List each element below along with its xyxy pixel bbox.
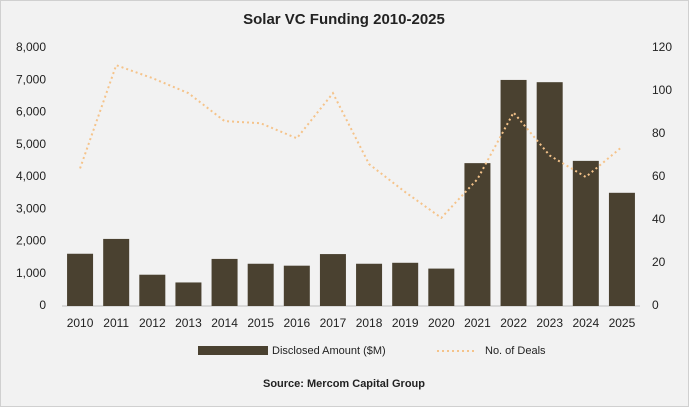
- x-tick-label: 2011: [103, 316, 129, 330]
- x-tick-label: 2015: [247, 316, 274, 330]
- bar: [464, 163, 491, 306]
- x-tick-label: 2010: [67, 316, 94, 330]
- y2-tick-label: 0: [652, 298, 659, 312]
- y2-tick-label: 80: [652, 126, 666, 140]
- bar: [572, 160, 599, 306]
- x-tick-label: 2024: [572, 316, 599, 330]
- legend-label: Disclosed Amount ($M): [272, 345, 386, 357]
- legend-label: No. of Deals: [485, 345, 546, 357]
- bar: [247, 263, 274, 306]
- y-tick-label: 6,000: [16, 105, 46, 119]
- bar: [67, 253, 94, 306]
- bar: [392, 262, 419, 306]
- x-tick-label: 2012: [139, 316, 166, 330]
- bar: [500, 79, 527, 307]
- y-tick-label: 2,000: [16, 234, 46, 248]
- bar: [428, 268, 455, 306]
- x-tick-label: 2025: [609, 316, 636, 330]
- bar: [283, 265, 310, 306]
- x-tick-label: 2014: [211, 316, 238, 330]
- x-tick-label: 2017: [320, 316, 347, 330]
- bar: [211, 258, 238, 306]
- bar: [356, 263, 383, 306]
- y-tick-label: 1,000: [16, 266, 46, 280]
- x-tick-label: 2021: [464, 316, 491, 330]
- y-tick-label: 5,000: [16, 137, 46, 151]
- y2-tick-label: 60: [652, 169, 666, 183]
- x-tick-label: 2019: [392, 316, 419, 330]
- x-tick-label: 2013: [175, 316, 202, 330]
- x-tick-label: 2018: [356, 316, 383, 330]
- y-tick-label: 4,000: [16, 169, 46, 183]
- y-tick-label: 3,000: [16, 201, 46, 215]
- x-tick-label: 2020: [428, 316, 455, 330]
- deals-line: [79, 63, 623, 220]
- y-tick-label: 0: [39, 298, 46, 312]
- bar: [319, 254, 346, 306]
- bar: [103, 238, 130, 306]
- bar: [536, 82, 563, 306]
- x-tick-label: 2023: [536, 316, 563, 330]
- y2-tick-label: 20: [652, 255, 666, 269]
- source-note: Source: Mercom Capital Group: [263, 378, 425, 390]
- y2-tick-label: 120: [652, 40, 672, 54]
- bar: [175, 282, 202, 306]
- y-tick-label: 8,000: [16, 40, 46, 54]
- y2-tick-label: 40: [652, 212, 666, 226]
- x-tick-label: 2016: [283, 316, 310, 330]
- y2-tick-label: 100: [652, 83, 672, 97]
- y-tick-label: 7,000: [16, 72, 46, 86]
- bar: [139, 274, 166, 306]
- bar: [608, 192, 635, 306]
- legend-swatch: [198, 346, 268, 355]
- x-tick-label: 2022: [500, 316, 527, 330]
- chart-title: Solar VC Funding 2010-2025: [243, 11, 445, 28]
